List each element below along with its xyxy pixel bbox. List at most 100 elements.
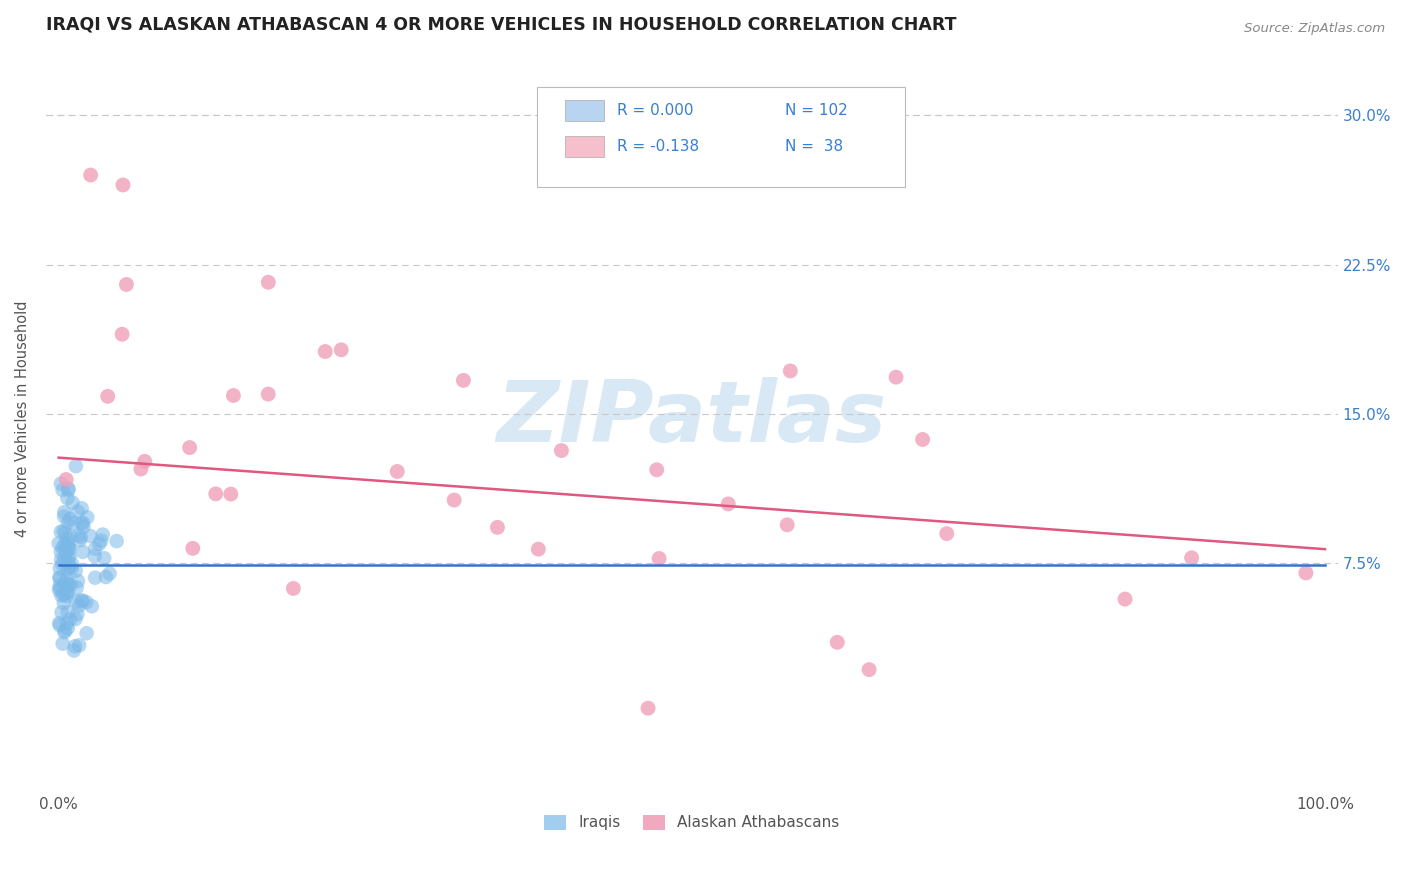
Point — [59, 512, 82, 526]
Point — [70, 530, 93, 544]
Y-axis label: 4 or more Vehicles in Household: 4 or more Vehicles in Household — [15, 301, 30, 537]
Point — [70, 593, 93, 607]
Point — [80, 599, 103, 614]
Point — [51, 589, 73, 603]
Point — [53, 552, 76, 566]
Point — [645, 463, 668, 477]
Point — [56, 605, 79, 619]
Point — [58, 540, 80, 554]
Point — [48, 570, 70, 584]
Point — [59, 578, 82, 592]
Point — [48, 536, 70, 550]
Point — [53, 505, 76, 519]
Point — [67, 529, 90, 543]
Point — [58, 558, 80, 573]
Point — [55, 473, 77, 487]
Point — [62, 495, 84, 509]
Point — [222, 388, 245, 402]
Point — [65, 594, 87, 608]
Point — [550, 443, 572, 458]
Point — [55, 546, 77, 560]
Point — [48, 582, 70, 597]
Point — [179, 441, 201, 455]
Point — [63, 639, 86, 653]
Point — [105, 534, 128, 549]
Text: Source: ZipAtlas.com: Source: ZipAtlas.com — [1244, 22, 1385, 36]
Point — [93, 551, 115, 566]
Legend: Iraqis, Alaskan Athabascans: Iraqis, Alaskan Athabascans — [538, 809, 845, 837]
Point — [779, 364, 801, 378]
Point — [48, 579, 70, 593]
Bar — [565, 100, 605, 121]
Point — [55, 581, 77, 595]
Point — [63, 643, 86, 657]
Point — [776, 517, 799, 532]
Point — [387, 465, 409, 479]
Point — [59, 541, 82, 556]
Point — [935, 526, 957, 541]
Point — [67, 599, 90, 613]
Point — [330, 343, 353, 357]
Point — [56, 554, 79, 568]
Point — [84, 541, 107, 556]
Point — [90, 533, 112, 548]
Point — [56, 585, 79, 599]
Point — [48, 616, 70, 631]
Point — [83, 549, 105, 563]
Point — [94, 570, 117, 584]
Point — [129, 462, 152, 476]
Point — [49, 545, 72, 559]
Point — [648, 551, 671, 566]
Point — [51, 557, 73, 571]
Point — [56, 537, 79, 551]
Point — [443, 493, 465, 508]
Point — [67, 638, 90, 652]
Point — [52, 483, 75, 497]
Point — [91, 527, 114, 541]
Point — [58, 577, 80, 591]
Point — [76, 626, 98, 640]
Point — [60, 558, 83, 572]
FancyBboxPatch shape — [537, 87, 905, 187]
Point — [51, 605, 73, 619]
Point — [56, 562, 79, 576]
Point — [49, 476, 72, 491]
Point — [134, 454, 156, 468]
Point — [66, 505, 89, 519]
Point — [717, 497, 740, 511]
Point — [56, 515, 79, 529]
Text: R = 0.000: R = 0.000 — [617, 103, 693, 118]
Point — [1181, 550, 1204, 565]
Text: N =  38: N = 38 — [785, 139, 844, 154]
Point — [59, 528, 82, 542]
Point — [53, 542, 76, 557]
Point — [72, 545, 94, 559]
Point — [1295, 566, 1317, 580]
Point — [58, 483, 80, 497]
Point — [486, 520, 509, 534]
Point — [76, 510, 98, 524]
Point — [79, 529, 101, 543]
Text: N = 102: N = 102 — [785, 103, 848, 118]
Point — [60, 561, 83, 575]
Point — [59, 613, 82, 627]
Text: R = -0.138: R = -0.138 — [617, 139, 699, 154]
Point — [115, 277, 138, 292]
Point — [56, 621, 79, 635]
Point — [51, 541, 73, 555]
Point — [98, 566, 121, 581]
Point — [52, 524, 75, 538]
Point — [827, 635, 849, 649]
Point — [56, 616, 79, 631]
Point — [1114, 592, 1136, 607]
Point — [283, 582, 305, 596]
Point — [65, 612, 87, 626]
Point — [56, 491, 79, 505]
Point — [55, 589, 77, 603]
Point — [49, 524, 72, 539]
Point — [89, 537, 111, 551]
Point — [257, 275, 280, 289]
Point — [52, 596, 75, 610]
Point — [53, 526, 76, 541]
Bar — [565, 136, 605, 157]
